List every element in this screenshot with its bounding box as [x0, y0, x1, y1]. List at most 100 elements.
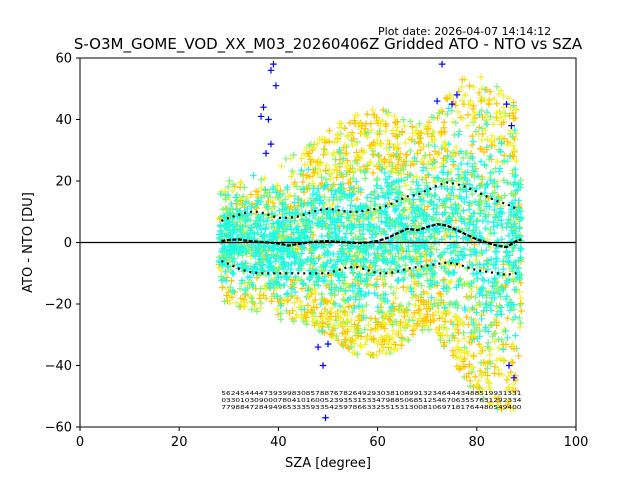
data-point	[253, 201, 261, 208]
data-point	[453, 91, 461, 99]
data-point	[290, 151, 297, 159]
data-point	[431, 192, 438, 199]
data-point	[379, 118, 386, 125]
data-point	[260, 243, 268, 251]
data-point	[470, 112, 478, 120]
data-point	[363, 133, 371, 141]
data-point	[351, 120, 359, 127]
data-point	[321, 273, 329, 281]
data-point	[449, 158, 457, 165]
data-point	[494, 398, 502, 406]
data-point	[439, 277, 447, 285]
data-point	[286, 253, 293, 260]
data-point	[332, 188, 339, 196]
data-point	[284, 296, 292, 304]
data-point	[336, 277, 343, 284]
data-point	[440, 198, 448, 205]
data-point	[362, 341, 369, 348]
data-point	[368, 211, 375, 219]
data-point	[509, 202, 516, 210]
data-point	[441, 304, 449, 312]
data-point	[487, 113, 494, 120]
data-point	[318, 174, 325, 181]
data-point	[509, 275, 516, 282]
data-point	[336, 256, 344, 263]
data-point	[331, 291, 338, 299]
data-point	[393, 127, 400, 135]
data-point	[277, 222, 285, 229]
data-point	[357, 155, 365, 162]
data-point	[455, 277, 463, 285]
data-point	[454, 346, 462, 353]
data-point	[374, 326, 381, 334]
data-point	[507, 208, 515, 216]
data-point	[480, 395, 487, 403]
data-point	[386, 316, 394, 324]
data-point	[326, 127, 333, 135]
data-point	[363, 275, 370, 282]
data-point	[439, 211, 446, 218]
data-point	[433, 246, 440, 253]
data-point	[334, 138, 341, 145]
data-point	[512, 332, 519, 339]
data-point	[405, 316, 413, 324]
data-point	[443, 325, 450, 333]
data-point	[346, 119, 354, 127]
data-point	[229, 181, 237, 188]
data-point	[332, 231, 340, 239]
data-point	[440, 163, 448, 170]
data-point	[443, 310, 450, 317]
data-point	[298, 167, 305, 174]
data-point	[418, 207, 426, 214]
data-point	[224, 183, 232, 191]
data-point	[491, 363, 499, 371]
data-point	[323, 149, 330, 157]
data-point	[442, 204, 449, 211]
data-point	[497, 205, 504, 212]
data-point	[476, 260, 484, 268]
data-point	[410, 216, 418, 224]
data-point	[428, 294, 435, 301]
data-point	[376, 266, 384, 274]
data-point	[315, 255, 322, 262]
data-point	[266, 193, 274, 201]
data-point	[364, 350, 372, 358]
data-point	[223, 274, 231, 281]
data-point	[342, 341, 349, 349]
data-point	[454, 321, 462, 329]
data-point	[321, 329, 328, 336]
data-point	[245, 234, 252, 242]
data-point	[257, 184, 265, 192]
data-point	[337, 285, 344, 292]
data-point	[393, 284, 400, 292]
data-point	[517, 208, 525, 215]
data-point	[352, 112, 359, 120]
data-point	[505, 232, 513, 240]
data-point	[305, 150, 313, 157]
data-point	[398, 128, 406, 135]
data-point	[265, 280, 273, 287]
data-point	[452, 206, 459, 213]
data-point	[443, 284, 450, 291]
data-point	[452, 353, 460, 360]
data-point	[513, 106, 520, 114]
data-point	[341, 336, 349, 343]
data-point	[446, 216, 453, 224]
data-point	[343, 170, 350, 178]
data-point	[344, 132, 352, 139]
data-point	[515, 264, 522, 272]
data-point	[472, 293, 479, 301]
data-point	[484, 136, 491, 143]
data-point	[502, 327, 509, 335]
data-point	[336, 227, 343, 235]
data-point	[487, 193, 495, 200]
data-point	[316, 321, 324, 328]
data-point	[512, 171, 519, 179]
data-point	[314, 274, 322, 281]
data-point	[476, 288, 483, 296]
data-point	[223, 232, 230, 240]
data-point	[355, 235, 362, 243]
data-point	[219, 206, 227, 213]
data-point	[424, 124, 431, 132]
data-point	[394, 214, 402, 222]
